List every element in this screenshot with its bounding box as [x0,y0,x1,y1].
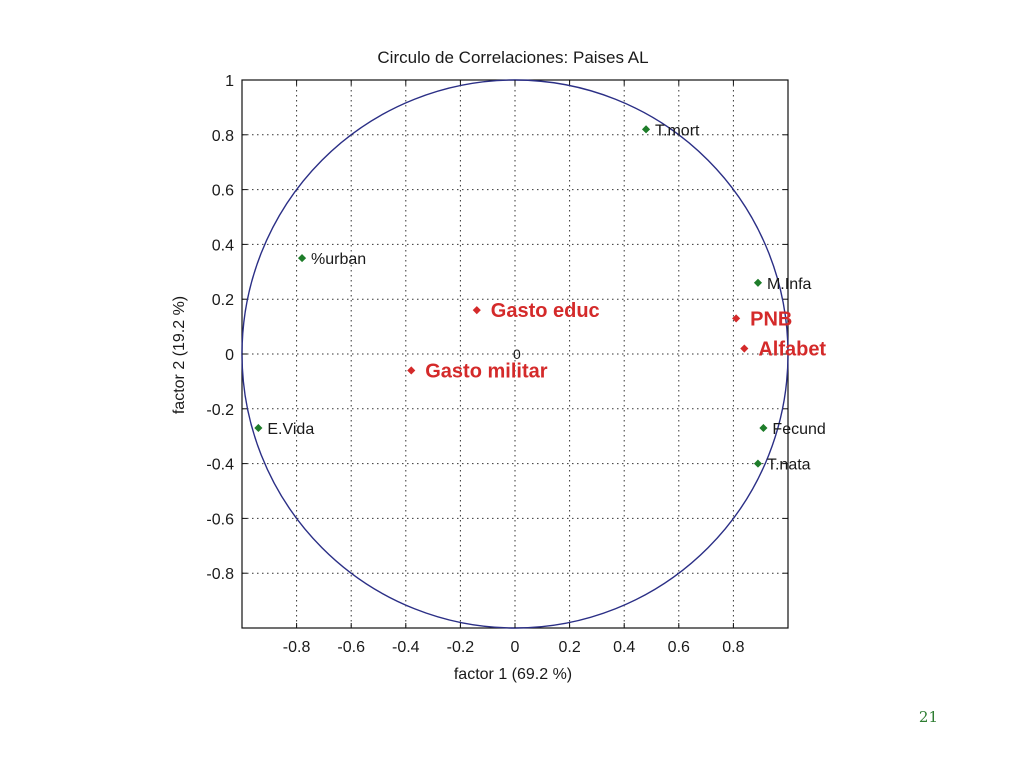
point-e-vida [254,423,263,433]
y-tick-label: 0.8 [212,128,234,145]
point-gasto-militar [407,366,416,375]
y-tick-label: -0.8 [206,566,234,583]
x-axis-title: factor 1 (69.2 %) [454,666,572,683]
y-tick-label: -0.4 [206,457,234,474]
y-tick-label: -0.6 [206,511,234,528]
point-t-mort [641,125,651,134]
point-label-t-nata: T.nata [767,457,811,474]
x-tick-label: -0.2 [447,639,475,656]
point-label-fecund: Fecund [772,421,825,438]
point-gasto-educ [472,306,481,315]
x-tick-label: 0.8 [722,639,744,656]
y-tick-label: 0.2 [212,292,234,309]
point-label-urban: %urban [311,251,366,268]
point-label-e-vida: E.Vida [267,421,314,438]
x-tick-label: 0.4 [613,639,635,656]
point-label-gasto-militar: Gasto militar [425,360,547,382]
y-axis-title: factor 2 (19.2 %) [171,296,188,414]
x-tick-label: -0.8 [283,639,311,656]
point-m-infa [753,278,763,287]
points-layer: Gasto educ PNB Alfabet Gasto militar T.mort%… [254,122,826,474]
y-tick-label: 1 [225,73,234,90]
grid-layer [242,79,788,628]
point-label-pnb: PNB [750,308,792,330]
page-number: 21 [918,708,938,726]
point-pnb [732,314,741,323]
point-fecund [759,423,768,433]
point-label-gasto-educ: Gasto educ [491,300,600,322]
y-tick-label: 0.4 [212,237,234,254]
y-tick-label: 0 [225,347,234,364]
point-label-m-infa: M.Infa [767,276,812,293]
point-label-alfabet: Alfabet [758,339,826,361]
y-tick-label: -0.2 [206,402,234,419]
x-axis-ticks: -0.8 -0.6 -0.4 -0.2 0 0.2 0.4 0.6 0.8 [283,80,745,656]
y-tick-label: 0.6 [212,183,234,200]
point-urban [297,254,307,263]
y-axis-ticks: -0.8 -0.6 -0.4 -0.2 0 0.2 0.4 0.6 0.8 1 [206,73,788,583]
x-tick-label: -0.4 [392,639,420,656]
point-label-t-mort: T.mort [655,122,700,139]
x-tick-label: -0.6 [337,639,365,656]
origin-label: 0 [513,346,521,362]
x-tick-label: 0.6 [668,639,690,656]
x-tick-label: 0 [511,639,520,656]
point-alfabet [740,344,749,353]
x-tick-label: 0.2 [558,639,580,656]
point-t-nata [753,459,763,468]
chart-title: Circulo de Correlaciones: Paises AL [377,48,648,67]
